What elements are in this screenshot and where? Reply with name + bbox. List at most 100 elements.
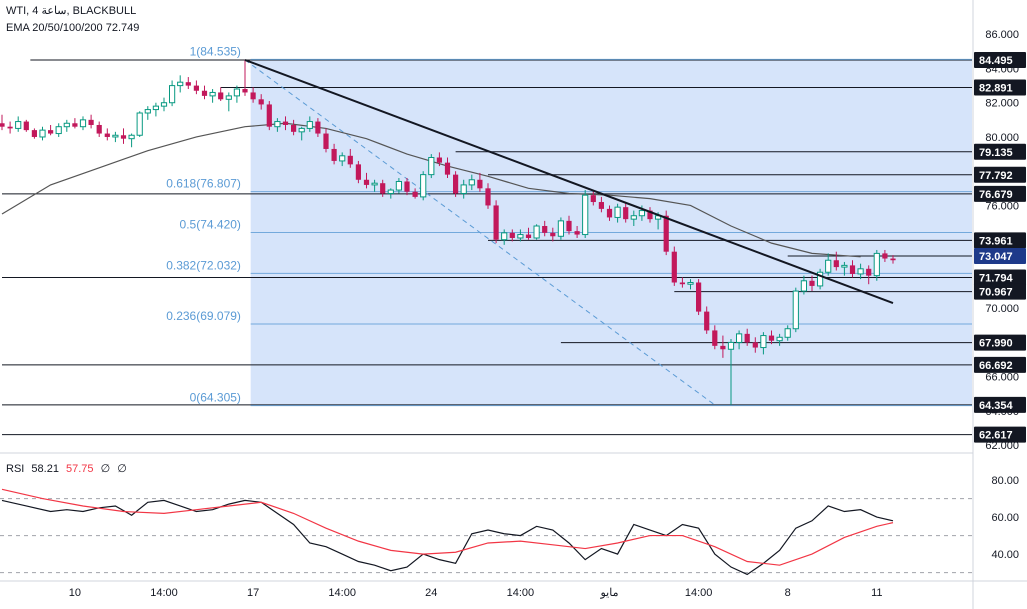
candle-down[interactable] bbox=[574, 226, 580, 238]
candle-up[interactable] bbox=[825, 253, 832, 276]
candle-up[interactable] bbox=[517, 229, 524, 242]
candle-down[interactable] bbox=[185, 77, 191, 90]
candle-up[interactable] bbox=[817, 268, 824, 290]
candle-down[interactable] bbox=[493, 200, 499, 244]
candle-up[interactable] bbox=[209, 89, 216, 103]
candle-down[interactable] bbox=[606, 205, 613, 221]
candle-down[interactable] bbox=[833, 251, 839, 271]
candle-down[interactable] bbox=[598, 196, 604, 213]
candle-down[interactable] bbox=[282, 116, 289, 131]
candle-up[interactable] bbox=[630, 210, 637, 226]
candle-down[interactable] bbox=[453, 171, 459, 197]
candle-up[interactable] bbox=[177, 75, 184, 93]
candle-down[interactable] bbox=[485, 183, 491, 209]
candle-down[interactable] bbox=[623, 202, 629, 223]
price-level-badge[interactable] bbox=[974, 248, 1026, 265]
price-level-badge[interactable] bbox=[974, 232, 1026, 249]
candle-up[interactable] bbox=[136, 111, 143, 137]
candle-down[interactable] bbox=[752, 337, 758, 353]
price-axis[interactable]: 86.00084.00082.00080.00078.00076.00074.0… bbox=[972, 0, 1027, 609]
price-level-badge[interactable] bbox=[974, 396, 1026, 413]
candle-down[interactable] bbox=[242, 59, 248, 96]
candle-down[interactable] bbox=[444, 157, 451, 179]
trendline-layer[interactable] bbox=[244, 58, 894, 304]
candle-down[interactable] bbox=[712, 325, 718, 350]
candle-up[interactable] bbox=[55, 123, 62, 137]
candle-up[interactable] bbox=[784, 325, 791, 341]
candle-down[interactable] bbox=[882, 249, 888, 262]
candle-up[interactable] bbox=[582, 190, 589, 238]
price-level-badge[interactable] bbox=[974, 166, 1026, 183]
candle-down[interactable] bbox=[679, 277, 685, 288]
candle-down[interactable] bbox=[647, 207, 653, 223]
candle-down[interactable] bbox=[436, 152, 442, 167]
candle-down[interactable] bbox=[720, 335, 726, 358]
symbol-name[interactable]: WTI bbox=[6, 5, 27, 17]
candle-up[interactable] bbox=[144, 106, 151, 120]
candle-down[interactable] bbox=[323, 128, 329, 153]
candle-down[interactable] bbox=[291, 119, 297, 136]
candle-up[interactable] bbox=[274, 118, 281, 132]
candle-up[interactable] bbox=[776, 333, 783, 346]
candle-down[interactable] bbox=[96, 121, 102, 137]
candle-down[interactable] bbox=[704, 306, 710, 334]
price-level-badge[interactable] bbox=[974, 143, 1026, 160]
candle-up[interactable] bbox=[760, 332, 767, 355]
candle-up[interactable] bbox=[39, 126, 46, 141]
candle-down[interactable] bbox=[23, 119, 29, 132]
candle-up[interactable] bbox=[395, 178, 402, 194]
ema-legend[interactable]: EMA 20/50/100/200 72.749 bbox=[6, 22, 139, 34]
candle-down[interactable] bbox=[590, 190, 596, 206]
candle-down[interactable] bbox=[250, 87, 256, 103]
price-level-badge[interactable] bbox=[974, 356, 1026, 373]
candle-down[interactable] bbox=[104, 128, 110, 141]
candle-down[interactable] bbox=[88, 114, 94, 129]
candle-up[interactable] bbox=[468, 174, 475, 191]
candle-up[interactable] bbox=[152, 102, 160, 117]
price-level-badge[interactable] bbox=[974, 185, 1026, 202]
candle-up[interactable] bbox=[736, 330, 743, 350]
candle-down[interactable] bbox=[0, 114, 5, 131]
candle-down[interactable] bbox=[542, 220, 548, 237]
candle-up[interactable] bbox=[687, 279, 694, 290]
candle-up[interactable] bbox=[306, 116, 313, 132]
candle-down[interactable] bbox=[120, 128, 127, 144]
candle-down[interactable] bbox=[72, 118, 78, 129]
candle-down[interactable] bbox=[849, 260, 856, 278]
candle-down[interactable] bbox=[550, 227, 556, 242]
candle-up[interactable] bbox=[298, 126, 305, 141]
candle-down[interactable] bbox=[768, 330, 775, 345]
candle-down[interactable] bbox=[31, 128, 37, 139]
candle-up[interactable] bbox=[557, 217, 564, 240]
candle-down[interactable] bbox=[477, 172, 483, 192]
candle-up[interactable] bbox=[857, 263, 864, 280]
symbol-header[interactable]: WTI, 4 ساعة, BLACKBULL bbox=[6, 5, 137, 17]
candle-down[interactable] bbox=[331, 143, 337, 165]
candle-up[interactable] bbox=[225, 92, 232, 112]
price-level-badge[interactable] bbox=[974, 52, 1026, 69]
candle-up[interactable] bbox=[63, 119, 70, 132]
candle-down[interactable] bbox=[744, 328, 750, 346]
candle-up[interactable] bbox=[169, 80, 176, 107]
candle-down[interactable] bbox=[201, 85, 208, 100]
candle-up[interactable] bbox=[15, 116, 22, 132]
candle-down[interactable] bbox=[412, 188, 418, 199]
candle-up[interactable] bbox=[420, 171, 427, 201]
candle-up[interactable] bbox=[387, 188, 394, 199]
candle-down[interactable] bbox=[266, 101, 272, 131]
candle-down[interactable] bbox=[566, 215, 572, 235]
downtrend-line[interactable] bbox=[244, 58, 894, 304]
price-level-badge[interactable] bbox=[974, 426, 1026, 443]
candle-down[interactable] bbox=[7, 121, 13, 134]
candle-up[interactable] bbox=[614, 203, 621, 223]
candle-down[interactable] bbox=[404, 178, 410, 196]
candle-down[interactable] bbox=[866, 265, 872, 285]
price-level-badge[interactable] bbox=[974, 79, 1026, 96]
candle-up[interactable] bbox=[339, 152, 346, 167]
candle-up[interactable] bbox=[727, 339, 735, 405]
candle-down[interactable] bbox=[525, 227, 532, 240]
candle-down[interactable] bbox=[509, 229, 515, 242]
candle-up[interactable] bbox=[792, 287, 799, 333]
candle-down[interactable] bbox=[315, 118, 321, 137]
candle-down[interactable] bbox=[363, 172, 370, 189]
